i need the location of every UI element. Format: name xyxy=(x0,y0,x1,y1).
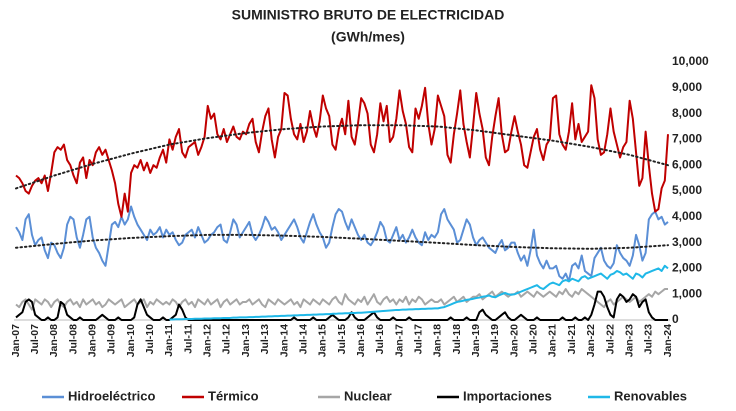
x-tick-label: Jan-09 xyxy=(86,324,98,357)
series-line xyxy=(15,290,668,321)
x-tick-label: Jul-19 xyxy=(489,324,501,355)
x-tick-label: Jan-22 xyxy=(585,324,597,357)
legend-label: Térmico xyxy=(208,388,259,403)
legend-label: Hidroeléctrico xyxy=(68,388,155,403)
series-line xyxy=(169,264,669,321)
chart-title: SUMINISTRO BRUTO DE ELECTRICIDAD xyxy=(232,7,505,23)
x-tick-label: Jul-08 xyxy=(67,324,79,355)
x-tick-label: Jan-14 xyxy=(278,324,290,357)
legend-label: Nuclear xyxy=(344,388,392,403)
x-tick-label: Jan-18 xyxy=(432,324,444,357)
x-tick-label: Jul-22 xyxy=(604,324,616,355)
x-tick-label: Jan-24 xyxy=(662,324,674,357)
x-tick-label: Jul-15 xyxy=(336,324,348,355)
x-tick-label: Jan-17 xyxy=(393,324,405,357)
series-line xyxy=(15,84,669,218)
trend-line xyxy=(15,124,669,190)
y-tick-label: 8,000 xyxy=(672,106,702,120)
y-tick-label: 9,000 xyxy=(672,80,702,94)
x-tick-label: Jul-18 xyxy=(451,324,463,355)
x-tick-label: Jan-10 xyxy=(125,324,137,357)
x-tick-label: Jan-23 xyxy=(623,324,635,357)
chart-subtitle: (GWh/mes) xyxy=(331,29,405,45)
x-tick-label: Jul-13 xyxy=(259,324,271,355)
x-tick-label: Jul-12 xyxy=(221,324,233,355)
trend-line xyxy=(15,233,669,250)
x-tick-label: Jan-12 xyxy=(202,324,214,357)
x-tick-label: Jul-23 xyxy=(643,324,655,355)
legend-label: Renovables xyxy=(614,388,687,403)
x-tick-label: Jan-19 xyxy=(470,324,482,357)
x-tick-label: Jul-11 xyxy=(182,324,194,354)
x-tick-label: Jan-15 xyxy=(317,324,329,357)
x-tick-label: Jan-07 xyxy=(10,324,22,357)
x-tick-label: Jul-14 xyxy=(297,324,309,355)
y-tick-label: 5,000 xyxy=(672,183,702,197)
x-tick-label: Jan-20 xyxy=(508,324,520,357)
legend-label: Importaciones xyxy=(463,388,552,403)
x-tick-label: Jan-11 xyxy=(163,324,175,357)
x-tick-label: Jul-16 xyxy=(374,324,386,355)
y-tick-label: 4,000 xyxy=(672,209,702,223)
y-tick-label: 2,000 xyxy=(672,261,702,275)
x-tick-label: Jan-13 xyxy=(240,324,252,357)
x-tick-label: Jul-07 xyxy=(29,324,41,355)
x-tick-label: Jul-09 xyxy=(106,324,118,355)
series-line xyxy=(15,288,668,311)
x-tick-label: Jan-21 xyxy=(547,324,559,357)
y-tick-label: 1,000 xyxy=(672,286,702,300)
y-tick-label: 3,000 xyxy=(672,235,702,249)
x-tick-label: Jan-08 xyxy=(48,324,60,357)
x-tick-label: Jul-17 xyxy=(412,324,424,355)
x-tick-label: Jul-10 xyxy=(144,324,156,355)
y-tick-label: 0 xyxy=(672,312,679,326)
x-tick-label: Jul-21 xyxy=(566,324,578,355)
y-tick-label: 6,000 xyxy=(672,157,702,171)
series-line xyxy=(15,205,669,283)
y-tick-label: 10,000 xyxy=(672,54,709,68)
x-tick-label: Jul-20 xyxy=(528,324,540,355)
x-tick-label: Jan-16 xyxy=(355,324,367,357)
y-tick-label: 7,000 xyxy=(672,132,702,146)
